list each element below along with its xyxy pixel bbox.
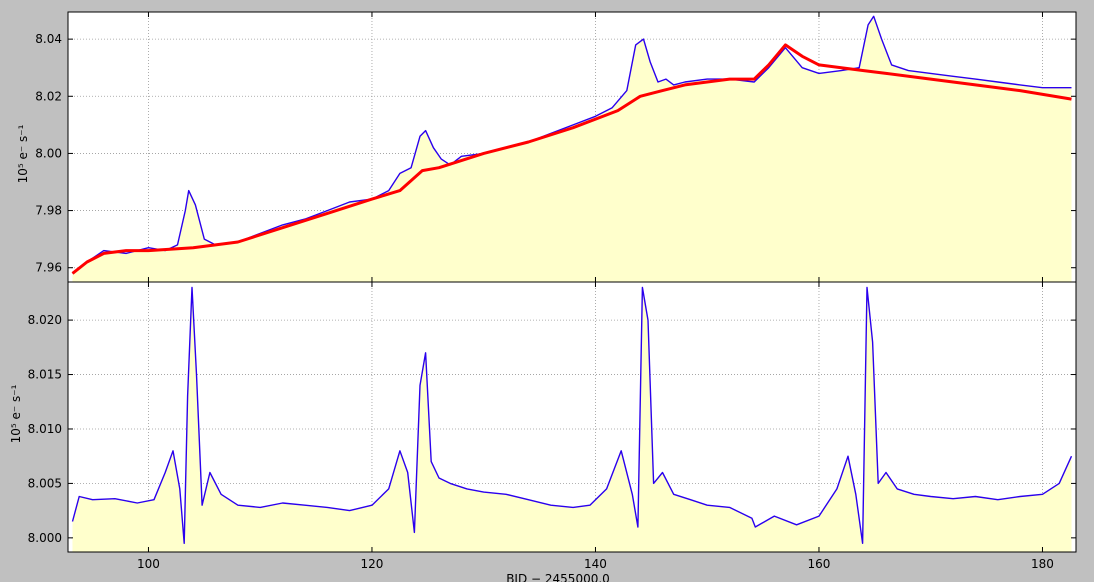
x-tick-label: 120 bbox=[361, 557, 384, 571]
axes-frame bbox=[67, 281, 1077, 553]
y-tick-label: 8.000 bbox=[28, 531, 62, 545]
bottom-panel: 100 120 140 160 180 8.000 8.005 8.010 8.015 8.020 bbox=[28, 281, 1077, 571]
y-tick-label: 8.00 bbox=[35, 146, 62, 160]
y-tick-label: 7.96 bbox=[35, 261, 62, 275]
y-tick-label: 8.005 bbox=[28, 476, 62, 490]
trend-fit-line bbox=[71, 43, 1072, 275]
detrended-flux-line bbox=[71, 286, 1073, 544]
x-tick-label: 180 bbox=[1031, 557, 1054, 571]
top-panel: 7.96 7.98 8.00 8.02 8.04 bbox=[35, 11, 1077, 283]
y-tick-label: 8.02 bbox=[35, 89, 62, 103]
x-tick-label: 140 bbox=[584, 557, 607, 571]
y-tick-label: 8.015 bbox=[28, 368, 62, 382]
y-tick-label: 8.020 bbox=[28, 313, 62, 327]
y-tick-label: 8.010 bbox=[28, 422, 62, 436]
flux-fill-area bbox=[72, 287, 1072, 552]
y-tick-label: 7.98 bbox=[35, 204, 62, 218]
x-axis-label: BJD − 2455000.0 bbox=[506, 572, 610, 582]
x-tick-label: 100 bbox=[137, 557, 160, 571]
bottom-y-axis-label: 10⁵ e⁻ s⁻¹ bbox=[9, 384, 23, 443]
x-tick-label: 160 bbox=[808, 557, 831, 571]
y-tick-label: 8.04 bbox=[35, 32, 62, 46]
top-y-axis-label: 10⁵ e⁻ s⁻¹ bbox=[16, 124, 30, 183]
flux-line bbox=[72, 15, 1072, 274]
